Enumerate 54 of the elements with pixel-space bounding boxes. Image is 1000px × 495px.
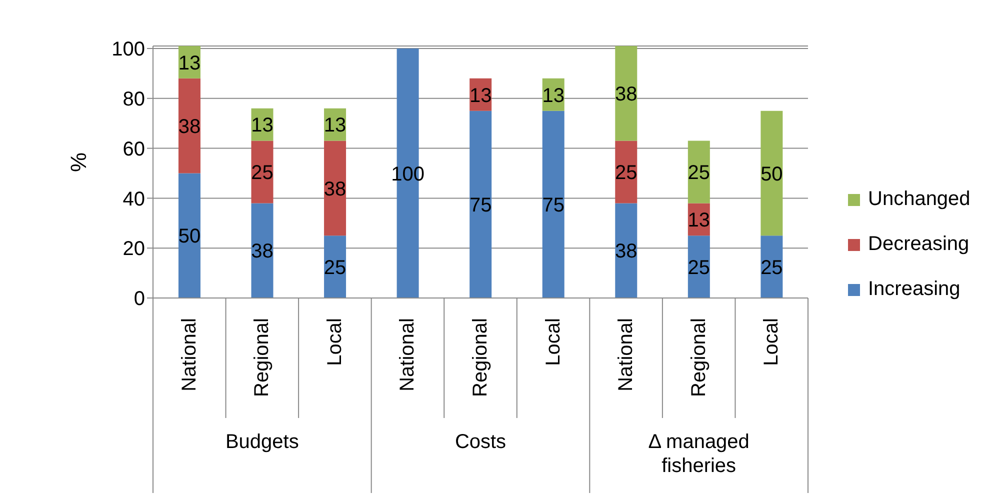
bar (615, 46, 638, 141)
x-tick-label: Regional (470, 318, 492, 397)
data-label: 38 (615, 240, 638, 263)
y-axis-title: % (66, 152, 91, 172)
y-tick-label: 0 (134, 288, 145, 310)
data-label: 38 (251, 240, 274, 263)
legend-label: Unchanged (868, 188, 970, 211)
y-tick-label: 40 (122, 188, 145, 210)
data-label: 38 (178, 116, 201, 138)
data-label: 13 (688, 210, 710, 232)
legend-label: Decreasing (868, 233, 970, 256)
x-tick-label: National (615, 318, 638, 392)
data-label: 50 (760, 163, 783, 186)
bar (615, 203, 638, 298)
x-tick-label: Regional (251, 318, 274, 397)
data-label: 50 (178, 226, 201, 248)
y-tick-label: 100 (112, 38, 145, 61)
text: Budgets (225, 431, 299, 453)
y-tick-label: 80 (122, 88, 145, 110)
y-tick-label: 60 (122, 138, 145, 160)
data-label: 25 (324, 256, 346, 279)
data-label: 75 (469, 194, 492, 217)
x-tick-label: Local (760, 318, 783, 366)
x-tick-label: Regional (688, 318, 710, 397)
text: Costs (454, 431, 506, 453)
data-label: 13 (542, 84, 564, 107)
data-label: 13 (251, 114, 274, 137)
x-tick-label: National (178, 318, 200, 392)
data-label: 38 (615, 84, 638, 106)
x-tick-label: National (396, 318, 419, 392)
data-label: 75 (542, 194, 564, 217)
bar (324, 140, 346, 236)
x-tick-label: Local (324, 318, 346, 366)
data-label: 25 (615, 162, 638, 184)
data-label: 25 (688, 162, 710, 184)
bar (251, 203, 274, 298)
bar (470, 110, 492, 298)
data-label: 13 (178, 52, 201, 74)
bar (178, 173, 200, 298)
data-label: 25 (760, 256, 783, 279)
x-tick-label: Local (542, 318, 564, 366)
bar (760, 110, 783, 236)
bar (178, 78, 200, 174)
bar (542, 110, 564, 298)
data-label: 13 (469, 84, 492, 107)
bar (615, 140, 638, 204)
legend-label: Increasing (868, 278, 960, 301)
bar (251, 140, 274, 204)
text: Δ managed fisheries (648, 431, 750, 477)
data-label: 38 (324, 178, 346, 200)
y-tick-label: 20 (122, 238, 145, 260)
data-label: 25 (251, 162, 274, 184)
data-label: 25 (688, 256, 710, 279)
data-label: 13 (324, 114, 346, 137)
